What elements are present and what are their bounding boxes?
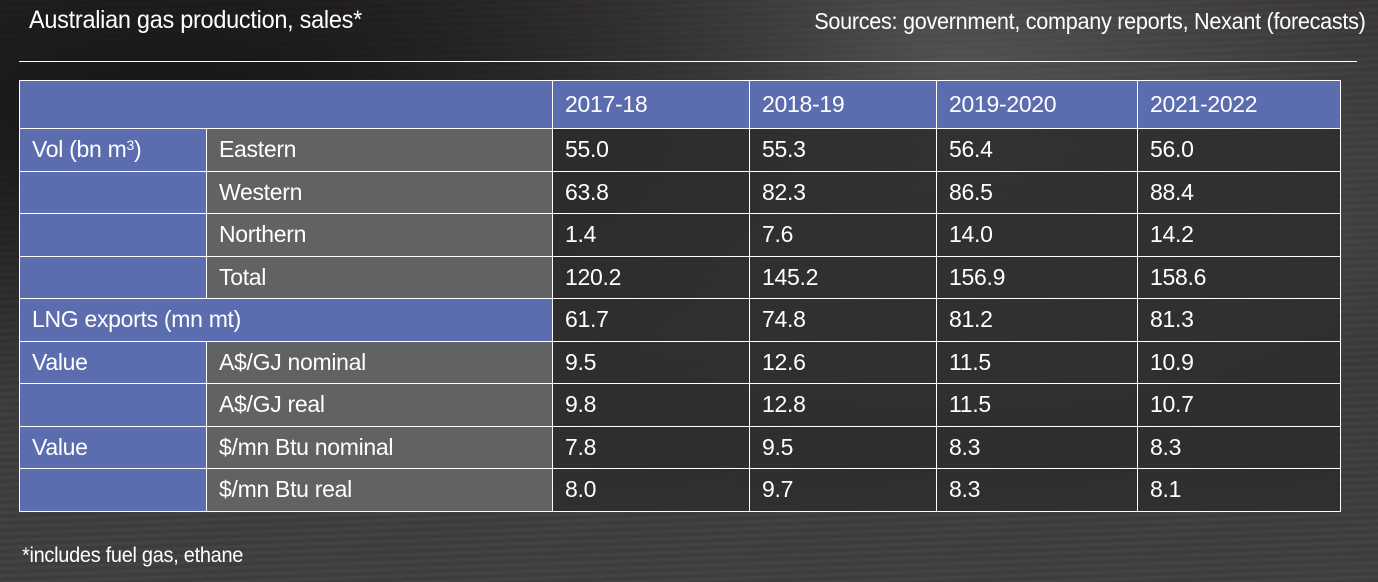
table-row: Vol (bn m3) Eastern 55.0 55.3 56.4 56.0: [19, 128, 1341, 172]
gas-production-table: 2017-18 2018-19 2019-2020 2021-2022 Vol …: [19, 80, 1341, 512]
table-cell: 74.8: [749, 298, 937, 342]
table-cell: 9.5: [749, 425, 937, 469]
table-cell: 81.3: [1137, 298, 1341, 342]
table-cell: 11.5: [936, 340, 1138, 384]
table-cell: 8.3: [1137, 425, 1341, 469]
table-cell: 1.4: [552, 213, 750, 257]
table-row: Value A$/GJ nominal 9.5 12.6 11.5 10.9: [19, 340, 1341, 384]
table-cell: 145.2: [749, 255, 937, 299]
row-label: A$/GJ nominal: [206, 340, 553, 384]
table-cell: 11.5: [936, 383, 1138, 427]
table-cell: 56.4: [936, 128, 1138, 172]
column-header: 2021-2022: [1137, 80, 1341, 129]
title-divider: [19, 61, 1357, 62]
table-cell: 158.6: [1137, 255, 1341, 299]
table-row: Northern 1.4 7.6 14.0 14.2: [19, 213, 1341, 257]
row-label: $/mn Btu nominal: [206, 425, 553, 469]
table-cell: 8.1: [1137, 468, 1341, 512]
table-cell: 120.2: [552, 255, 750, 299]
table-cell: 55.0: [552, 128, 750, 172]
sources-note: Sources: government, company reports, Ne…: [814, 8, 1367, 34]
table-cell: 12.8: [749, 383, 937, 427]
table-cell: 9.8: [552, 383, 750, 427]
table-cell: 8.0: [552, 468, 750, 512]
row-label: Western: [206, 170, 553, 214]
row-label: Northern: [206, 213, 553, 257]
table-row: Total 120.2 145.2 156.9 158.6: [19, 255, 1341, 299]
table-cell: 8.3: [936, 468, 1138, 512]
row-group-label: [19, 383, 207, 427]
table-cell: 81.2: [936, 298, 1138, 342]
row-group-label: [19, 255, 207, 299]
table-cell: 12.6: [749, 340, 937, 384]
header-corner-cell: [19, 80, 553, 129]
table-cell: 82.3: [749, 170, 937, 214]
table-cell: 9.5: [552, 340, 750, 384]
table-cell: 14.0: [936, 213, 1138, 257]
table-cell: 7.6: [749, 213, 937, 257]
column-header: 2017-18: [552, 80, 750, 129]
table-row: Value $/mn Btu nominal 7.8 9.5 8.3 8.3: [19, 425, 1341, 469]
row-group-label: Value: [19, 340, 207, 384]
footnote: *includes fuel gas, ethane: [22, 544, 244, 567]
row-group-label: Vol (bn m3): [19, 128, 207, 172]
row-label: Total: [206, 255, 553, 299]
table-cell: 9.7: [749, 468, 937, 512]
table-title: Australian gas production, sales*: [29, 6, 362, 34]
header-row: 2017-18 2018-19 2019-2020 2021-2022: [19, 80, 1341, 129]
row-group-label: LNG exports (mn mt): [19, 298, 553, 342]
table-cell: 55.3: [749, 128, 937, 172]
table-cell: 7.8: [552, 425, 750, 469]
row-group-label: [19, 170, 207, 214]
table-cell: 8.3: [936, 425, 1138, 469]
table-cell: 61.7: [552, 298, 750, 342]
table-cell: 63.8: [552, 170, 750, 214]
column-header: 2019-2020: [936, 80, 1138, 129]
table-cell: 88.4: [1137, 170, 1341, 214]
row-group-label: Value: [19, 425, 207, 469]
row-label: A$/GJ real: [206, 383, 553, 427]
row-group-label: [19, 468, 207, 512]
table-row: Western 63.8 82.3 86.5 88.4: [19, 170, 1341, 214]
table-row: $/mn Btu real 8.0 9.7 8.3 8.1: [19, 468, 1341, 512]
table-cell: 14.2: [1137, 213, 1341, 257]
table-row: A$/GJ real 9.8 12.8 11.5 10.7: [19, 383, 1341, 427]
row-label: $/mn Btu real: [206, 468, 553, 512]
table-cell: 10.9: [1137, 340, 1341, 384]
column-header: 2018-19: [749, 80, 937, 129]
table-row: LNG exports (mn mt) 61.7 74.8 81.2 81.3: [19, 298, 1341, 342]
row-label: Eastern: [206, 128, 553, 172]
table-cell: 56.0: [1137, 128, 1341, 172]
table-cell: 10.7: [1137, 383, 1341, 427]
table-cell: 86.5: [936, 170, 1138, 214]
row-group-label: [19, 213, 207, 257]
table-cell: 156.9: [936, 255, 1138, 299]
